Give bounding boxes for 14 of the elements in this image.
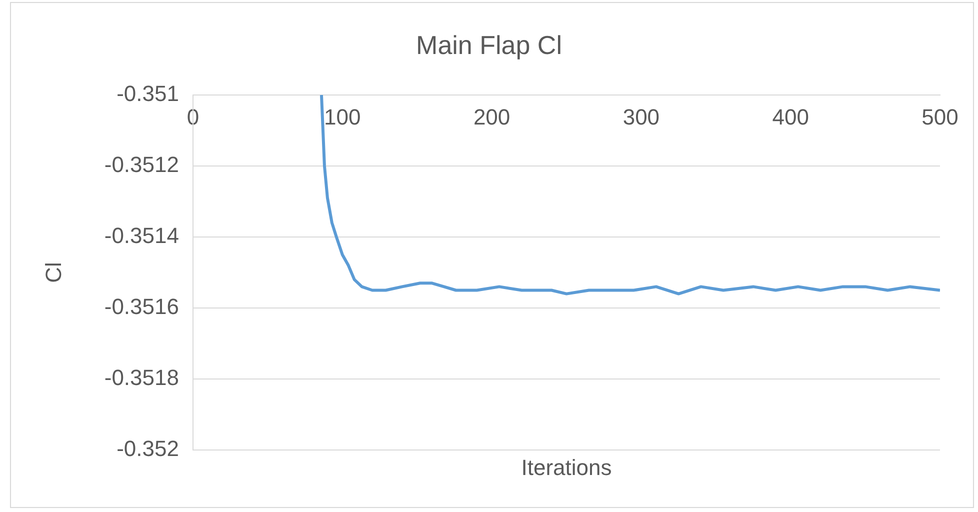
y-tick-label: -0.351	[116, 81, 179, 106]
x-tick-label: 500	[922, 104, 958, 130]
y-tick-label: -0.3512	[104, 152, 179, 178]
y-axis-title: Cl	[41, 262, 66, 283]
y-tick-label: -0.3518	[104, 365, 179, 390]
y-tick-label: -0.352	[116, 436, 179, 462]
y-tick-label: -0.3514	[104, 223, 179, 248]
y-tick-label: -0.3516	[104, 294, 179, 320]
x-axis-title: Iterations	[521, 455, 612, 480]
x-tick-label: 400	[772, 104, 809, 130]
x-tick-label: 100	[324, 104, 361, 130]
chart-title: Main Flap Cl	[416, 30, 562, 60]
x-tick-label: 300	[622, 104, 660, 130]
x-tick-label: 200	[473, 104, 510, 130]
